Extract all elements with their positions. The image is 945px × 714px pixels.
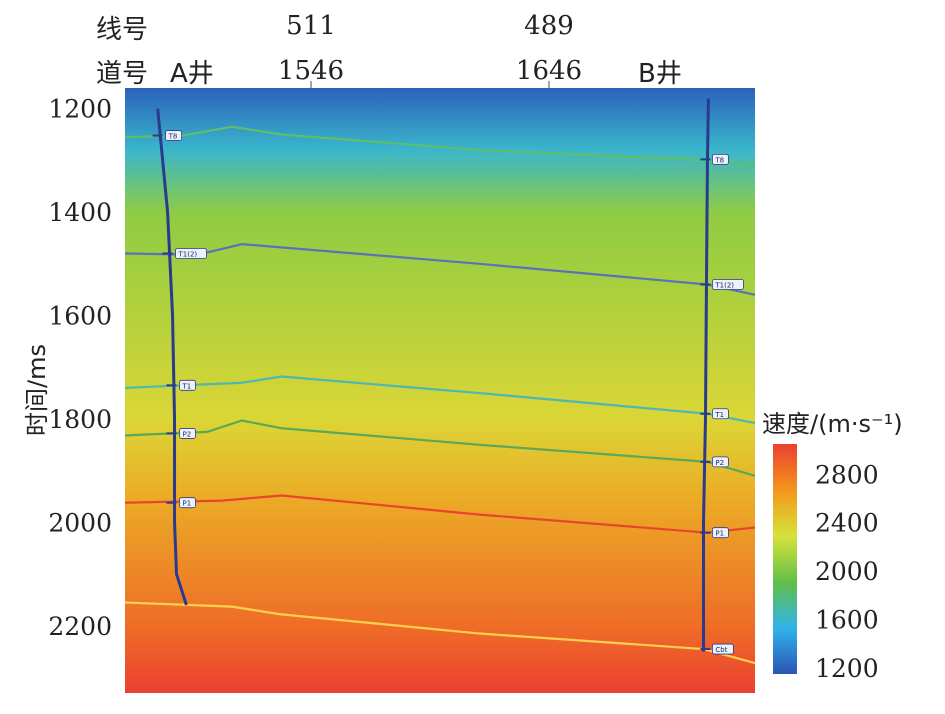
colorbar-tick-label: 2000 bbox=[815, 557, 879, 586]
horizon-tag-label: T1 bbox=[181, 382, 191, 390]
horizon-tag-label: P1 bbox=[182, 500, 191, 508]
horizon-tag-label: Cbt bbox=[715, 646, 727, 654]
wells bbox=[156, 98, 710, 652]
colorbar-title: 速度/(m·s⁻¹) bbox=[762, 410, 903, 438]
y-tick-label: 2000 bbox=[48, 508, 112, 537]
colorbar-tick-label: 2800 bbox=[815, 460, 879, 489]
horizon-tag-box bbox=[179, 428, 196, 439]
horizon-tag-box bbox=[712, 408, 729, 420]
y-tick-label: 1600 bbox=[48, 302, 112, 331]
y-tick-label: 2200 bbox=[48, 612, 112, 641]
colorbar bbox=[773, 444, 797, 674]
y-axis: 1200 1400 1600 1800 2000 2200 bbox=[48, 95, 112, 641]
line-label: 线号 bbox=[96, 15, 148, 45]
horizon-tag-label: T1(2) bbox=[178, 250, 198, 258]
horizon-tag-label: T8 bbox=[714, 156, 724, 164]
horizon-tag-box bbox=[712, 153, 729, 165]
horizon-tag-box bbox=[712, 279, 744, 290]
colorbar-tick-label: 1200 bbox=[815, 654, 879, 683]
y-axis-label: 时间/ms bbox=[23, 344, 51, 436]
horizon-tag-box bbox=[175, 248, 207, 259]
line-489: 489 bbox=[524, 11, 574, 41]
horizon-tag-label: T8 bbox=[168, 133, 178, 141]
trace-label: 道号 bbox=[96, 59, 148, 89]
horizon-tag-label: T1(2) bbox=[714, 281, 734, 289]
colorbar-ticks: 1200 1600 2000 2400 2800 bbox=[815, 460, 879, 683]
line-511: 511 bbox=[286, 11, 336, 41]
y-tick-label: 1400 bbox=[48, 198, 112, 227]
well-a-label: A井 bbox=[170, 59, 214, 89]
horizon-tag-label: P1 bbox=[715, 530, 724, 538]
horizon-tag-label: T1 bbox=[714, 411, 724, 419]
horizon-tag-box bbox=[179, 497, 196, 509]
y-tick-label: 1200 bbox=[48, 95, 112, 124]
well-trajectory bbox=[156, 108, 188, 606]
horizon-tag-box bbox=[179, 379, 196, 391]
horizon-tag-box bbox=[165, 130, 183, 141]
horizon-tag-label: P2 bbox=[182, 430, 191, 438]
horizon-tag-box bbox=[712, 527, 729, 539]
colorbar-tick-label: 2400 bbox=[815, 509, 879, 538]
horizon-tags: T8 T8 T1(2) T1(2) T1 T1 P2 P2 P1 P1 Cbt bbox=[152, 130, 744, 655]
well-trajectory bbox=[701, 98, 710, 652]
y-tick-label: 1800 bbox=[48, 405, 112, 434]
horizon-tag-box bbox=[712, 456, 729, 468]
colorbar-tick-label: 1600 bbox=[815, 606, 879, 635]
horizon-tag-box bbox=[712, 643, 734, 655]
horizon-tag-label: P2 bbox=[715, 459, 724, 467]
well-b-label: B井 bbox=[638, 59, 682, 89]
